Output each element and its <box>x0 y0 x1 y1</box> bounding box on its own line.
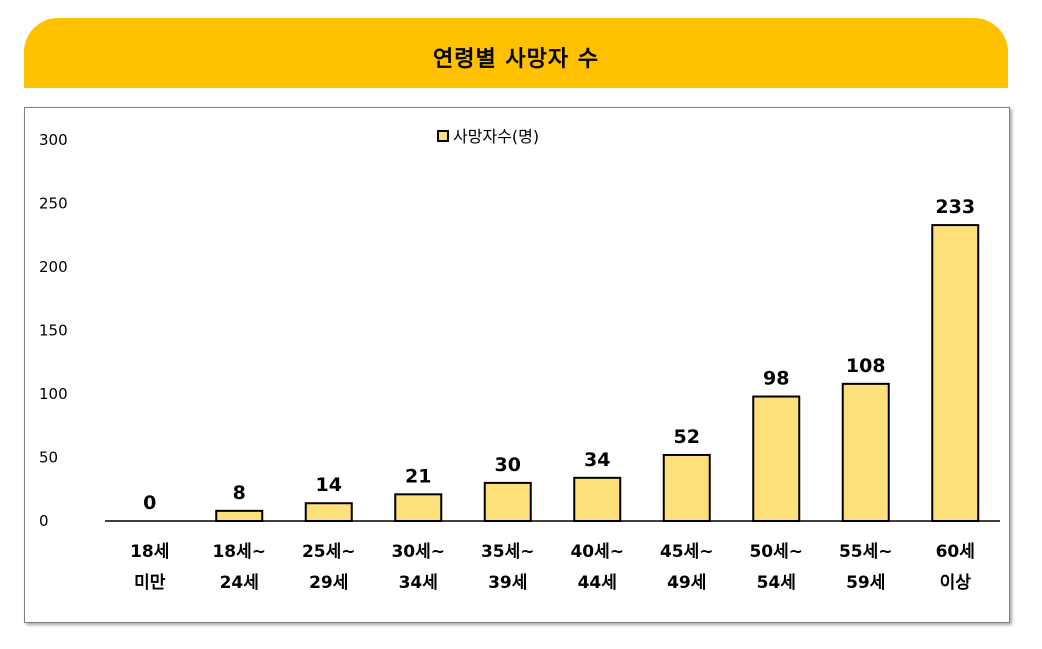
y-tick-label: 0 <box>39 512 49 530</box>
data-label: 34 <box>584 449 610 471</box>
x-tick-label: 55세~ <box>839 542 893 562</box>
data-label: 8 <box>233 482 246 504</box>
x-tick-label: 34세 <box>399 573 438 593</box>
y-tick-label: 300 <box>39 131 68 149</box>
data-label: 52 <box>674 426 700 448</box>
x-tick-label: 18세~ <box>212 542 266 562</box>
bar <box>394 493 443 522</box>
y-tick-label: 150 <box>39 322 68 340</box>
data-label: 0 <box>143 492 156 514</box>
bar <box>483 481 532 522</box>
data-label: 108 <box>846 355 886 377</box>
x-tick-label: 이상 <box>940 573 972 593</box>
data-label: 233 <box>935 196 975 218</box>
x-tick-label: 40세~ <box>570 542 624 562</box>
x-tick-label: 49세 <box>667 573 706 593</box>
bar <box>931 224 980 522</box>
x-tick-label: 35세~ <box>481 542 535 562</box>
x-tick-label: 29세 <box>309 573 348 593</box>
data-label: 30 <box>495 454 521 476</box>
value-labels: 0 8 14 21 30 34 52 98 108 233 <box>143 196 975 514</box>
x-tick-label: 44세 <box>578 573 617 593</box>
bar <box>662 453 711 522</box>
data-label: 14 <box>316 474 342 496</box>
bars <box>215 224 980 523</box>
bar <box>573 476 622 523</box>
x-tick-label: 59세 <box>846 573 885 593</box>
legend-label: 사망자수(명) <box>453 127 539 146</box>
x-tick-label: 45세~ <box>660 542 714 562</box>
bar-chart: 사망자수(명) 0 50 100 150 200 250 300 0 8 14 21 30 34 52 9… <box>39 127 1000 593</box>
bar <box>841 382 890 522</box>
bar <box>752 395 801 523</box>
legend: 사망자수(명) <box>437 127 539 146</box>
chart-header: 연령별 사망자 수 <box>24 18 1008 88</box>
x-tick-label: 24세 <box>220 573 259 593</box>
bar <box>304 502 353 523</box>
y-axis: 0 50 100 150 200 250 300 <box>39 131 68 530</box>
x-tick-label: 39세 <box>488 573 527 593</box>
chart-area: 사망자수(명) 0 50 100 150 200 250 300 0 8 14 21 30 34 52 9… <box>24 107 1010 623</box>
x-tick-label: 50세~ <box>749 542 803 562</box>
y-tick-label: 50 <box>39 449 58 467</box>
x-tick-label: 60세 <box>936 542 975 562</box>
page-title: 연령별 사망자 수 <box>433 47 599 72</box>
y-tick-label: 200 <box>39 258 68 276</box>
x-tick-label: 미만 <box>134 573 166 593</box>
x-tick-label: 54세 <box>757 573 796 593</box>
x-tick-label: 25세~ <box>302 542 356 562</box>
y-tick-label: 100 <box>39 385 68 403</box>
data-label: 98 <box>763 368 789 390</box>
bar <box>215 509 264 522</box>
x-tick-label: 30세~ <box>391 542 445 562</box>
legend-swatch <box>437 130 449 142</box>
data-label: 21 <box>405 465 431 487</box>
y-tick-label: 250 <box>39 195 68 213</box>
x-tick-label: 18세 <box>130 542 169 562</box>
